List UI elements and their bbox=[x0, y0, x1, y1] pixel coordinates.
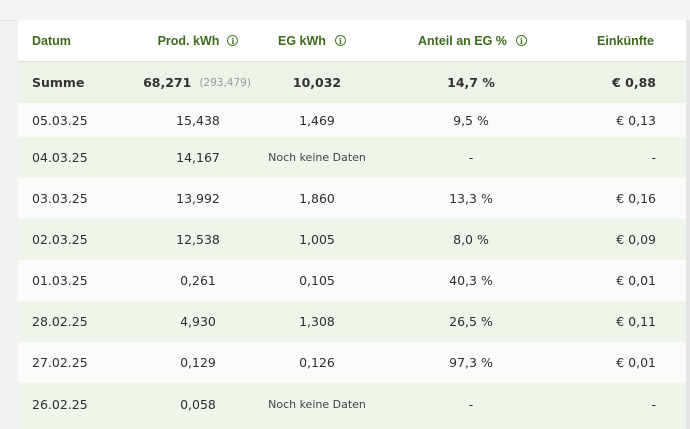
table-row: 01.03.25 0,261 0,105 40,3 % € 0,01 bbox=[18, 260, 686, 301]
info-icon[interactable]: i bbox=[515, 35, 527, 46]
table-row: 03.03.25 13,992 1,860 13,3 % € 0,16 bbox=[18, 178, 686, 219]
header-anteil-label: Anteil an EG % bbox=[418, 33, 507, 48]
cell-eg: 1,005 bbox=[299, 232, 335, 247]
cell-einkuenfte: € 0,13 bbox=[616, 112, 656, 128]
cell-datum: 04.03.25 bbox=[32, 150, 88, 165]
cell-datum: 03.03.25 bbox=[32, 191, 88, 206]
header-prod-label: Prod. kWh bbox=[157, 33, 220, 48]
cell-einkuenfte: € 0,11 bbox=[616, 314, 656, 329]
cell-anteil: - bbox=[468, 150, 474, 165]
header-eg-label: EG kWh bbox=[278, 33, 326, 48]
cell-datum: 27.02.25 bbox=[32, 355, 88, 370]
summary-label: Summe bbox=[32, 75, 85, 90]
data-table: Datum Prod. kWh i EG kWh i Anteil an EG … bbox=[18, 20, 686, 429]
cell-datum: 01.03.25 bbox=[32, 273, 88, 288]
cell-prod: 0,058 bbox=[180, 396, 216, 412]
scroll-edge bbox=[686, 20, 690, 429]
cell-einkuenfte: € 0,01 bbox=[616, 273, 656, 288]
cell-anteil: 40,3 % bbox=[449, 273, 493, 288]
summary-prod-total: (293,479) bbox=[199, 76, 251, 89]
cell-prod: 0,129 bbox=[180, 355, 216, 370]
header-datum[interactable]: Datum bbox=[32, 33, 71, 48]
cell-datum: 26.02.25 bbox=[32, 396, 88, 412]
table-row: 26.02.25 0,058 Noch keine Daten - - bbox=[18, 383, 686, 429]
header-einkuenfte[interactable]: Einkünfte bbox=[597, 33, 654, 48]
cell-einkuenfte: - bbox=[651, 396, 656, 412]
cell-anteil: 97,3 % bbox=[449, 355, 493, 370]
summary-einkuenfte: € 0,88 bbox=[612, 75, 656, 90]
summary-anteil: 14,7 % bbox=[447, 75, 495, 90]
info-icon[interactable]: i bbox=[334, 35, 346, 46]
cell-datum: 05.03.25 bbox=[32, 112, 88, 128]
cell-anteil: 9,5 % bbox=[453, 112, 489, 128]
cell-prod: 0,261 bbox=[180, 273, 216, 288]
table-row: 28.02.25 4,930 1,308 26,5 % € 0,11 bbox=[18, 301, 686, 342]
header-anteil[interactable]: Anteil an EG % i bbox=[418, 20, 568, 61]
cell-anteil: 8,0 % bbox=[453, 232, 489, 247]
table-row: 05.03.25 15,438 1,469 9,5 % € 0,13 bbox=[18, 103, 686, 137]
table-header: Datum Prod. kWh i EG kWh i Anteil an EG … bbox=[18, 20, 686, 61]
cell-datum: 28.02.25 bbox=[32, 314, 88, 329]
header-eg[interactable]: EG kWh i bbox=[278, 20, 398, 61]
cell-eg: 1,469 bbox=[299, 112, 335, 128]
cell-eg: 0,126 bbox=[299, 355, 335, 370]
cell-eg: 1,308 bbox=[299, 314, 335, 329]
info-icon[interactable]: i bbox=[227, 35, 239, 46]
summary-row: Summe 68,271 (293,479) 10,032 14,7 % € 0… bbox=[18, 61, 686, 104]
top-bar bbox=[0, 0, 690, 21]
cell-prod: 12,538 bbox=[176, 232, 220, 247]
cell-datum: 02.03.25 bbox=[32, 232, 88, 247]
cell-prod: 4,930 bbox=[180, 314, 216, 329]
summary-prod-value: 68,271 bbox=[143, 75, 192, 90]
cell-einkuenfte: - bbox=[651, 150, 656, 165]
summary-eg: 10,032 bbox=[292, 75, 342, 90]
cell-eg: Noch keine Daten bbox=[268, 397, 366, 411]
cell-einkuenfte: € 0,09 bbox=[616, 232, 656, 247]
cell-prod: 13,992 bbox=[176, 191, 220, 206]
table-row: 04.03.25 14,167 Noch keine Daten - - bbox=[18, 137, 686, 178]
cell-prod: 15,438 bbox=[176, 112, 220, 128]
cell-prod: 14,167 bbox=[176, 150, 220, 165]
cell-anteil: 26,5 % bbox=[449, 314, 493, 329]
cell-eg: 1,860 bbox=[299, 191, 335, 206]
cell-eg: 0,105 bbox=[299, 273, 335, 288]
cell-anteil: - bbox=[468, 396, 474, 412]
cell-einkuenfte: € 0,16 bbox=[616, 191, 656, 206]
table-row: 27.02.25 0,129 0,126 97,3 % € 0,01 bbox=[18, 342, 686, 383]
cell-einkuenfte: € 0,01 bbox=[616, 355, 656, 370]
cell-anteil: 13,3 % bbox=[449, 191, 493, 206]
header-prod[interactable]: Prod. kWh i bbox=[138, 20, 258, 61]
cell-eg: Noch keine Daten bbox=[268, 151, 366, 164]
summary-prod: 68,271 (293,479) bbox=[132, 62, 262, 103]
table-row: 02.03.25 12,538 1,005 8,0 % € 0,09 bbox=[18, 219, 686, 260]
